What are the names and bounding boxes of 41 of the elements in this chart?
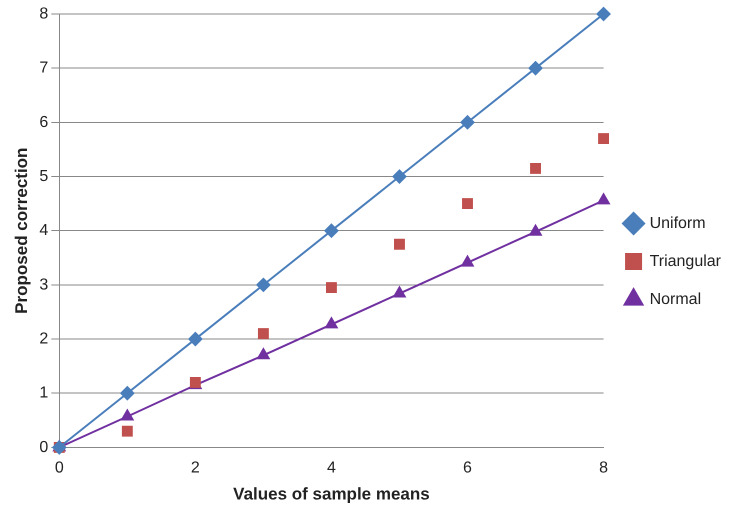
y-tick-label: 0: [39, 438, 48, 456]
y-tick-label: 5: [39, 168, 48, 185]
y-tick-label: 1: [39, 384, 48, 402]
point: [597, 193, 610, 204]
point: [461, 256, 474, 267]
x-axis-title: Values of sample means: [233, 484, 430, 504]
point: [393, 286, 406, 298]
point: [529, 224, 542, 236]
point: [122, 426, 133, 437]
x-tick-label: 2: [190, 459, 200, 476]
point: [462, 198, 473, 210]
point: [257, 348, 270, 360]
legend-label: Normal: [650, 290, 702, 308]
y-tick-label: 4: [39, 222, 48, 240]
point: [121, 410, 134, 421]
point: [392, 170, 406, 184]
point: [120, 386, 134, 400]
point: [326, 282, 337, 294]
point: [596, 7, 611, 21]
y-tick-label: 3: [39, 276, 48, 294]
y-tick-label: 8: [39, 5, 48, 22]
x-tick-label: 6: [463, 459, 472, 476]
point: [188, 332, 202, 346]
x-tick-label: 4: [326, 459, 336, 476]
y-tick-label: 6: [39, 114, 48, 131]
x-tick-label: 0: [54, 459, 64, 476]
point: [256, 278, 270, 292]
point: [528, 61, 543, 76]
y-tick-label: 2: [39, 330, 48, 348]
point: [324, 224, 338, 238]
point: [325, 317, 338, 328]
y-tick-label: 7: [39, 60, 48, 77]
point: [258, 328, 269, 340]
point: [598, 133, 610, 144]
x-tick-label: 8: [599, 459, 608, 476]
legend-label: Triangular: [650, 252, 722, 270]
point: [530, 162, 541, 174]
y-axis-title: Proposed correction: [12, 148, 31, 314]
point: [394, 238, 405, 250]
point: [460, 115, 474, 130]
legend-label: Uniform: [650, 214, 706, 232]
